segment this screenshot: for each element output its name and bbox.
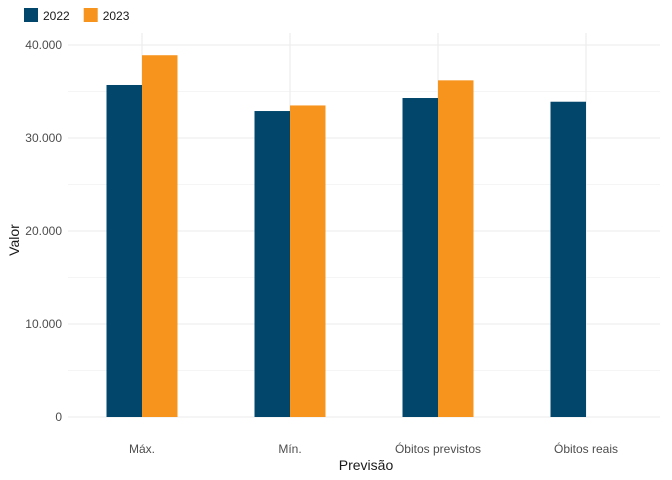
bar-2023-0 — [142, 55, 178, 417]
x-tick-label: Máx. — [129, 442, 155, 456]
y-axis-title: Valor — [6, 224, 22, 256]
bar-2023-2 — [438, 80, 474, 417]
legend-label-2023: 2023 — [103, 9, 130, 23]
y-tick-label: 0 — [55, 410, 62, 424]
x-axis-title: Previsão — [339, 457, 394, 473]
bar-2022-1 — [254, 111, 290, 417]
legend-label-2022: 2022 — [43, 9, 70, 23]
x-tick-label: Óbitos reais — [554, 441, 618, 456]
bar-2023-1 — [290, 105, 326, 417]
bar-2022-3 — [550, 101, 586, 417]
bars — [106, 55, 586, 418]
x-axis-ticks: Máx. Mín. Óbitos previstos Óbitos reais — [129, 441, 618, 456]
y-tick-label: 40.000 — [25, 38, 62, 52]
bar-2022-0 — [106, 84, 142, 418]
legend: 2022 2023 — [24, 8, 130, 23]
bar-2022-2 — [402, 98, 438, 417]
x-tick-label: Óbitos previstos — [395, 441, 481, 456]
legend-swatch-2022 — [24, 8, 38, 22]
legend-swatch-2023 — [83, 8, 98, 22]
y-tick-label: 30.000 — [25, 131, 62, 145]
y-tick-label: 20.000 — [25, 224, 62, 238]
y-tick-label: 10.000 — [25, 317, 62, 331]
y-axis-ticks: 0 10.000 20.000 30.000 40.000 — [25, 38, 62, 424]
x-tick-label: Mín. — [278, 442, 301, 456]
